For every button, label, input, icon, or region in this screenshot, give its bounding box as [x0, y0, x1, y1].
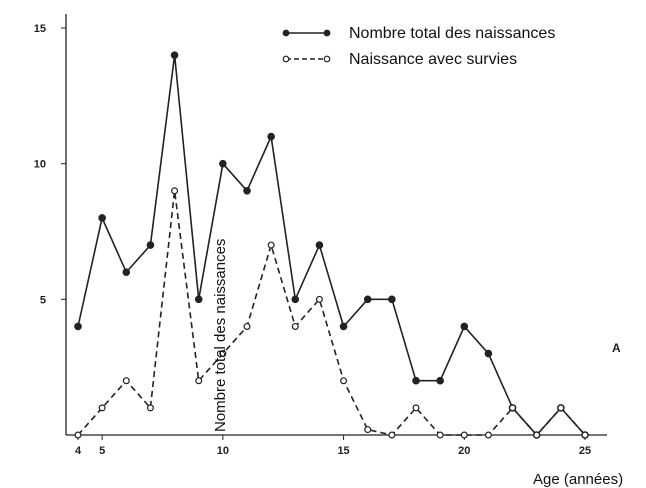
legend-marker — [323, 55, 331, 63]
data-point — [340, 377, 348, 385]
data-point — [412, 376, 420, 385]
data-point — [339, 322, 348, 331]
data-point — [194, 295, 203, 304]
data-point — [436, 376, 444, 385]
data-point — [170, 51, 179, 59]
legend-marker — [282, 55, 290, 63]
data-point — [98, 214, 106, 222]
data-point — [557, 404, 565, 412]
legend-label: Nombre total des naissances — [349, 25, 555, 42]
data-point — [484, 431, 492, 439]
x-axis-label: Age (années) — [533, 471, 623, 488]
data-point — [195, 377, 203, 385]
y-axis-label: Nombre total des naissances — [212, 239, 229, 432]
data-point — [267, 241, 275, 249]
legend-marker — [323, 29, 331, 37]
data-point — [267, 132, 275, 141]
data-point — [363, 295, 372, 304]
series-2 — [74, 187, 589, 439]
data-point — [122, 377, 130, 385]
chart-series — [74, 51, 589, 439]
data-point — [315, 241, 324, 249]
x-tick-label: 20 — [458, 445, 470, 457]
data-point — [74, 431, 82, 439]
data-point — [436, 431, 444, 439]
series-1 — [74, 51, 589, 439]
panel-annotation: A — [612, 341, 621, 355]
data-point — [315, 295, 323, 303]
y-tick-label: 5 — [40, 294, 46, 306]
x-tick-label: 15 — [337, 445, 349, 457]
data-point — [388, 431, 396, 439]
data-point — [74, 322, 82, 331]
data-point — [291, 322, 299, 330]
y-tick-label: 15 — [34, 23, 46, 35]
data-point — [412, 404, 420, 412]
data-point — [219, 350, 227, 358]
legend-marker — [282, 29, 290, 37]
data-point — [509, 404, 517, 412]
data-point — [122, 268, 131, 277]
x-tick-label: 4 — [75, 445, 82, 457]
data-point — [243, 187, 251, 195]
data-point — [146, 241, 155, 249]
data-point — [388, 295, 396, 304]
series-line — [77, 190, 586, 437]
x-tick-label: 25 — [579, 445, 591, 457]
data-point — [460, 322, 469, 331]
data-point — [171, 187, 179, 195]
chart-axes — [65, 14, 607, 436]
data-point — [460, 431, 468, 439]
chart-legend: Nombre total des naissances Naissance ave… — [282, 25, 555, 68]
data-point — [98, 404, 106, 412]
data-point — [291, 295, 300, 304]
y-tick-label: 10 — [34, 159, 46, 171]
data-point — [484, 349, 493, 358]
legend-label: Naissance avec survies — [349, 51, 517, 68]
data-point — [533, 431, 541, 439]
data-point — [581, 431, 589, 439]
data-point — [364, 426, 372, 434]
x-tick-label: 10 — [217, 445, 229, 457]
series-line — [77, 54, 586, 437]
x-tick-label: 5 — [99, 445, 105, 457]
chart-ticks: 4 5 10 15 20 25 5 10 15 — [34, 23, 591, 457]
data-point — [219, 159, 227, 168]
data-point — [146, 404, 154, 412]
data-point — [243, 322, 251, 330]
